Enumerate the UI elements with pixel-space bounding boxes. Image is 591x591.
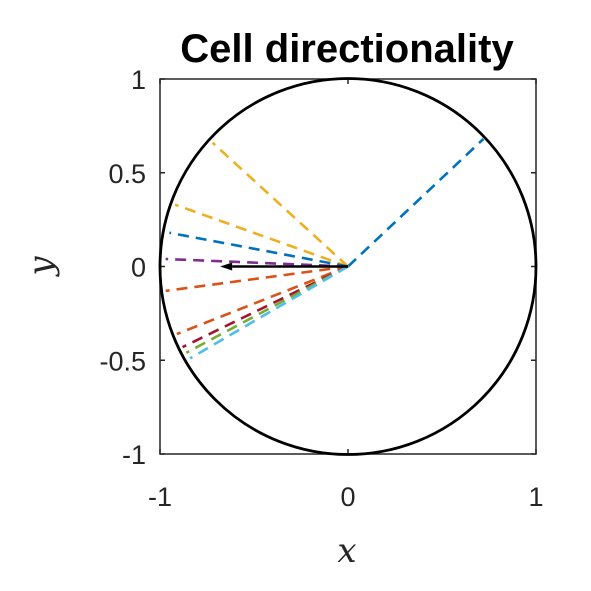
x-tick-label: 0 — [340, 482, 355, 512]
y-tick-label: 0 — [131, 253, 146, 283]
direction-ray — [185, 265, 349, 354]
direction-rays — [165, 138, 485, 360]
y-axis-label: y — [21, 256, 61, 278]
y-tick-label: -0.5 — [99, 346, 146, 376]
direction-ray — [211, 141, 349, 268]
y-tick-label: -1 — [122, 440, 146, 470]
direction-ray — [176, 265, 349, 336]
direction-ray — [174, 203, 349, 268]
unit-circle — [158, 77, 538, 456]
y-tick-labels: 1 0.5 0 -0.5 -1 — [99, 65, 146, 470]
y-tick-label: 0.5 — [108, 159, 146, 189]
x-tick-labels: -1 0 1 — [148, 482, 544, 512]
x-tick-label: 1 — [528, 482, 543, 512]
x-tick-label: -1 — [148, 482, 172, 512]
y-tick-label: 1 — [131, 65, 146, 95]
chart-title: Cell directionality — [180, 27, 514, 71]
direction-ray — [165, 257, 349, 268]
direction-ray — [347, 138, 485, 268]
direction-ray — [189, 265, 349, 360]
direction-ray — [165, 265, 349, 293]
ticks — [159, 78, 537, 455]
direction-ray — [181, 265, 349, 349]
direction-ray — [169, 231, 349, 268]
x-axis-label: x — [337, 531, 356, 571]
mean-direction-arrowhead — [220, 262, 233, 271]
